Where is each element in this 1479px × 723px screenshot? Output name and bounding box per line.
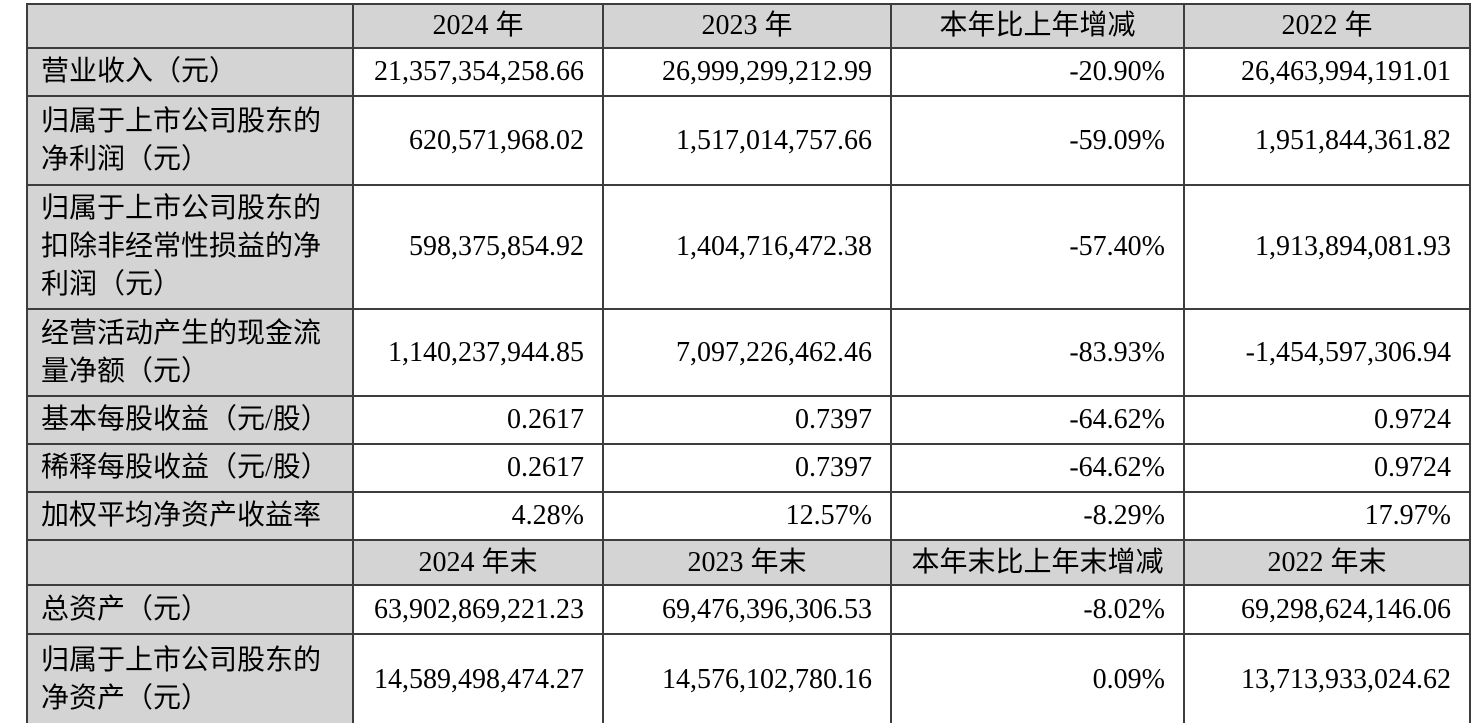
column-header-blank	[26, 3, 354, 49]
column-header-2023-end: 2023 年末	[602, 539, 892, 586]
value-cell: -8.29%	[890, 491, 1185, 541]
column-header-2024: 2024 年	[352, 3, 604, 49]
value-cell: 0.7397	[602, 443, 892, 493]
column-header-2022-end: 2022 年末	[1183, 539, 1471, 586]
value-cell: 598,375,854.92	[352, 184, 604, 310]
table-row-net-assets: 归属于上市公司股东的净资产（元） 14,589,498,474.27 14,57…	[26, 633, 1471, 723]
value-cell: 620,571,968.02	[352, 95, 604, 186]
value-cell: 1,140,237,944.85	[352, 308, 604, 397]
value-cell: -64.62%	[890, 443, 1185, 493]
value-cell: 0.2617	[352, 443, 604, 493]
row-label-cell: 基本每股收益（元/股）	[26, 395, 354, 445]
column-header-2022: 2022 年	[1183, 3, 1471, 49]
table-row-diluted-eps: 稀释每股收益（元/股） 0.2617 0.7397 -64.62% 0.9724	[26, 443, 1471, 493]
value-cell: -8.02%	[890, 584, 1185, 635]
value-cell: 14,576,102,780.16	[602, 633, 892, 723]
value-cell: 0.09%	[890, 633, 1185, 723]
value-cell: 12.57%	[602, 491, 892, 541]
row-label-cell: 归属于上市公司股东的净资产（元）	[26, 633, 354, 723]
value-cell: 14,589,498,474.27	[352, 633, 604, 723]
value-cell: -20.90%	[890, 47, 1185, 97]
value-cell: 69,476,396,306.53	[602, 584, 892, 635]
value-cell: -83.93%	[890, 308, 1185, 397]
row-label-cell: 稀释每股收益（元/股）	[26, 443, 354, 493]
column-header-yoy-change: 本年比上年增减	[890, 3, 1185, 49]
value-cell: 1,404,716,472.38	[602, 184, 892, 310]
value-cell: 13,713,933,024.62	[1183, 633, 1471, 723]
value-cell: -64.62%	[890, 395, 1185, 445]
column-header-yearend-change: 本年末比上年末增减	[890, 539, 1185, 586]
yearend-header-row: 2024 年末 2023 年末 本年末比上年末增减 2022 年末	[26, 539, 1471, 586]
value-cell: 1,517,014,757.66	[602, 95, 892, 186]
value-cell: 17.97%	[1183, 491, 1471, 541]
value-cell: 63,902,869,221.23	[352, 584, 604, 635]
table-row-revenue: 营业收入（元） 21,357,354,258.66 26,999,299,212…	[26, 47, 1471, 97]
table-row-net-profit-excl-nonrecurring: 归属于上市公司股东的扣除非经常性损益的净利润（元） 598,375,854.92…	[26, 184, 1471, 310]
row-label-cell: 加权平均净资产收益率	[26, 491, 354, 541]
row-label-cell: 总资产（元）	[26, 584, 354, 635]
table-row-weighted-avg-roe: 加权平均净资产收益率 4.28% 12.57% -8.29% 17.97%	[26, 491, 1471, 541]
table-row-net-profit: 归属于上市公司股东的净利润（元） 620,571,968.02 1,517,01…	[26, 95, 1471, 186]
value-cell: 0.7397	[602, 395, 892, 445]
value-cell: 0.9724	[1183, 395, 1471, 445]
value-cell: 4.28%	[352, 491, 604, 541]
table-row-total-assets: 总资产（元） 63,902,869,221.23 69,476,396,306.…	[26, 584, 1471, 635]
value-cell: 0.9724	[1183, 443, 1471, 493]
period-header-row: 2024 年 2023 年 本年比上年增减 2022 年	[26, 3, 1471, 49]
value-cell: 21,357,354,258.66	[352, 47, 604, 97]
value-cell: 26,463,994,191.01	[1183, 47, 1471, 97]
row-label-cell: 经营活动产生的现金流量净额（元）	[26, 308, 354, 397]
table-row-basic-eps: 基本每股收益（元/股） 0.2617 0.7397 -64.62% 0.9724	[26, 395, 1471, 445]
row-label-cell: 归属于上市公司股东的净利润（元）	[26, 95, 354, 186]
value-cell: 1,951,844,361.82	[1183, 95, 1471, 186]
row-label-cell: 营业收入（元）	[26, 47, 354, 97]
row-label-cell: 归属于上市公司股东的扣除非经常性损益的净利润（元）	[26, 184, 354, 310]
column-header-2023: 2023 年	[602, 3, 892, 49]
column-header-2024-end: 2024 年末	[352, 539, 604, 586]
value-cell: -57.40%	[890, 184, 1185, 310]
value-cell: -1,454,597,306.94	[1183, 308, 1471, 397]
value-cell: -59.09%	[890, 95, 1185, 186]
value-cell: 7,097,226,462.46	[602, 308, 892, 397]
value-cell: 69,298,624,146.06	[1183, 584, 1471, 635]
value-cell: 0.2617	[352, 395, 604, 445]
value-cell: 1,913,894,081.93	[1183, 184, 1471, 310]
column-header-blank	[26, 539, 354, 586]
financial-summary-table: 2024 年 2023 年 本年比上年增减 2022 年 营业收入（元） 21,…	[26, 3, 1471, 723]
table-row-operating-cash-flow: 经营活动产生的现金流量净额（元） 1,140,237,944.85 7,097,…	[26, 308, 1471, 397]
value-cell: 26,999,299,212.99	[602, 47, 892, 97]
